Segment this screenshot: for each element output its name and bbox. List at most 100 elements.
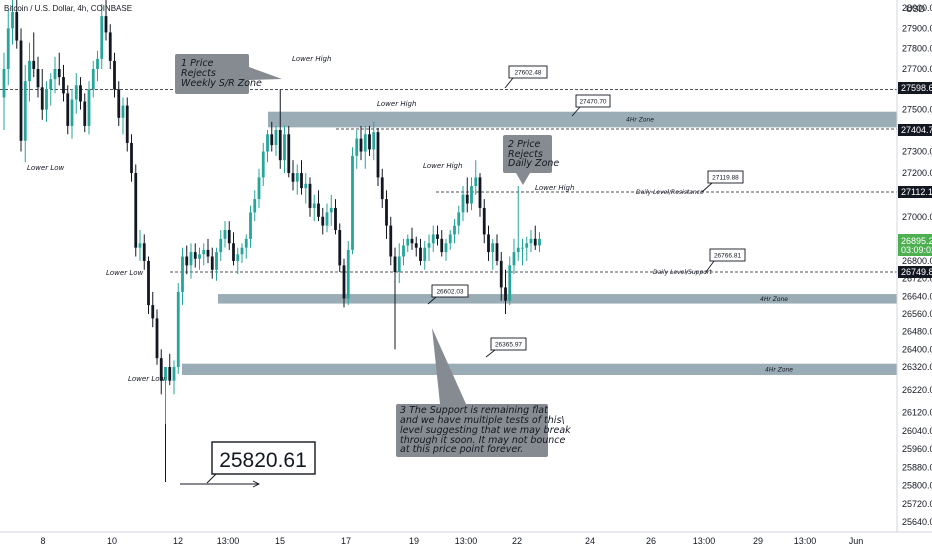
candle-body bbox=[317, 203, 320, 217]
candle-body bbox=[57, 69, 61, 78]
candle-body bbox=[151, 305, 155, 319]
callout-text: Daily Zone bbox=[508, 158, 559, 169]
candle-body bbox=[291, 173, 295, 182]
time-tick-label: 29 bbox=[753, 536, 763, 546]
price-tick-label: 27900.00 bbox=[902, 23, 932, 33]
swing-point-label: Lower Low bbox=[106, 269, 144, 277]
candle-body bbox=[453, 225, 456, 235]
price-box-label: 27470.70 bbox=[579, 99, 606, 106]
time-tick-label: 13:00 bbox=[455, 536, 478, 546]
candle-body bbox=[91, 69, 95, 90]
candle-body bbox=[431, 234, 435, 244]
price-box-pointer bbox=[571, 106, 581, 117]
candle-body bbox=[104, 16, 108, 33]
candle-body bbox=[419, 247, 422, 261]
price-tick-label: 27800.00 bbox=[902, 44, 932, 54]
level-line-label: Daily Level/Resistance bbox=[636, 189, 704, 196]
candle-body bbox=[108, 32, 112, 61]
price-box[interactable] bbox=[575, 94, 611, 108]
candle-body bbox=[338, 230, 342, 266]
support-resistance-zone[interactable] bbox=[218, 294, 897, 304]
candle-body bbox=[155, 318, 159, 359]
candle-body bbox=[232, 243, 235, 261]
candle-body bbox=[206, 249, 210, 257]
candle-body bbox=[189, 252, 193, 266]
candle-body bbox=[508, 265, 512, 301]
candle-body bbox=[334, 207, 337, 231]
candle-body bbox=[147, 260, 150, 306]
callout-pointer bbox=[249, 67, 282, 80]
candle-body bbox=[312, 203, 316, 208]
support-resistance-zone[interactable] bbox=[268, 111, 897, 128]
low-price-label: 25820.61 bbox=[219, 449, 307, 472]
callout-text: and we have multiple tests of this\ bbox=[400, 415, 565, 426]
candle-body bbox=[274, 130, 278, 146]
level-price-label bbox=[898, 124, 932, 136]
price-tick-label: 26800.00 bbox=[902, 256, 932, 266]
price-box-label: 27602.48 bbox=[514, 70, 541, 77]
level-price-label bbox=[898, 186, 932, 198]
price-box-pointer bbox=[504, 77, 514, 89]
price-tick-label: 26480.00 bbox=[902, 327, 932, 337]
zone-label: 4Hr Zone bbox=[626, 117, 654, 124]
price-tick-label: 26640.00 bbox=[902, 291, 932, 301]
price-tick-label: 26320.00 bbox=[902, 362, 932, 372]
candle-body bbox=[529, 238, 533, 244]
candle-body bbox=[227, 230, 231, 244]
candle-body bbox=[321, 216, 325, 226]
time-tick-label: 13:00 bbox=[217, 536, 240, 546]
candle-body bbox=[325, 212, 329, 226]
candle-body bbox=[83, 101, 87, 126]
candle-body bbox=[23, 81, 27, 141]
candle-body bbox=[142, 243, 146, 261]
time-tick-label: 17 bbox=[341, 536, 351, 546]
price-tick-label: 25960.00 bbox=[902, 444, 932, 454]
candle-body bbox=[300, 173, 303, 189]
candle-body bbox=[436, 234, 439, 239]
price-tick-label: 26040.00 bbox=[902, 426, 932, 436]
candle-body bbox=[474, 177, 478, 187]
callout-box[interactable] bbox=[175, 54, 249, 94]
price-tick-label: 27200.00 bbox=[902, 168, 932, 178]
support-resistance-zone[interactable] bbox=[182, 363, 897, 375]
candle-body bbox=[28, 60, 31, 82]
price-box-label: 26602.03 bbox=[436, 289, 463, 296]
callout-pointer bbox=[432, 328, 466, 404]
time-tick-label: 15 bbox=[275, 536, 285, 546]
candle-body bbox=[198, 254, 201, 259]
callout-text: Rejects bbox=[508, 149, 543, 160]
price-box[interactable] bbox=[508, 65, 548, 79]
level-price-value: 27404.74 bbox=[901, 125, 932, 135]
price-box[interactable] bbox=[431, 284, 469, 298]
candle-body bbox=[130, 142, 133, 174]
price-box[interactable] bbox=[490, 337, 527, 351]
candle-body bbox=[113, 60, 116, 90]
time-tick-label: 19 bbox=[409, 536, 419, 546]
low-price-box[interactable] bbox=[211, 441, 316, 475]
candle-body bbox=[15, 12, 19, 41]
candle-body bbox=[62, 77, 65, 94]
price-tick-label: 27700.00 bbox=[902, 64, 932, 74]
callout-text: Rejects bbox=[181, 68, 216, 79]
candle-body bbox=[138, 243, 142, 248]
candle-body bbox=[308, 183, 312, 208]
candle-body bbox=[389, 225, 393, 257]
callout-text: 1 Price bbox=[181, 58, 214, 69]
candle-body bbox=[223, 230, 227, 239]
time-tick-label: 12 bbox=[173, 536, 183, 546]
price-tick-label: 26120.00 bbox=[902, 408, 932, 418]
candle-body bbox=[6, 28, 10, 69]
candle-body bbox=[70, 99, 74, 126]
zone-label: 4Hr Zone bbox=[760, 296, 788, 303]
zone-label: 4Hr Zone bbox=[765, 366, 793, 373]
price-box-pointer bbox=[427, 296, 437, 305]
callout-box[interactable] bbox=[503, 135, 552, 173]
price-box[interactable] bbox=[709, 248, 746, 262]
candle-body bbox=[236, 254, 240, 261]
candle-body bbox=[283, 134, 286, 161]
callout-box[interactable] bbox=[396, 404, 548, 457]
price-box[interactable] bbox=[707, 170, 744, 184]
price-box-pointer bbox=[705, 260, 715, 273]
candle-body bbox=[521, 247, 524, 249]
